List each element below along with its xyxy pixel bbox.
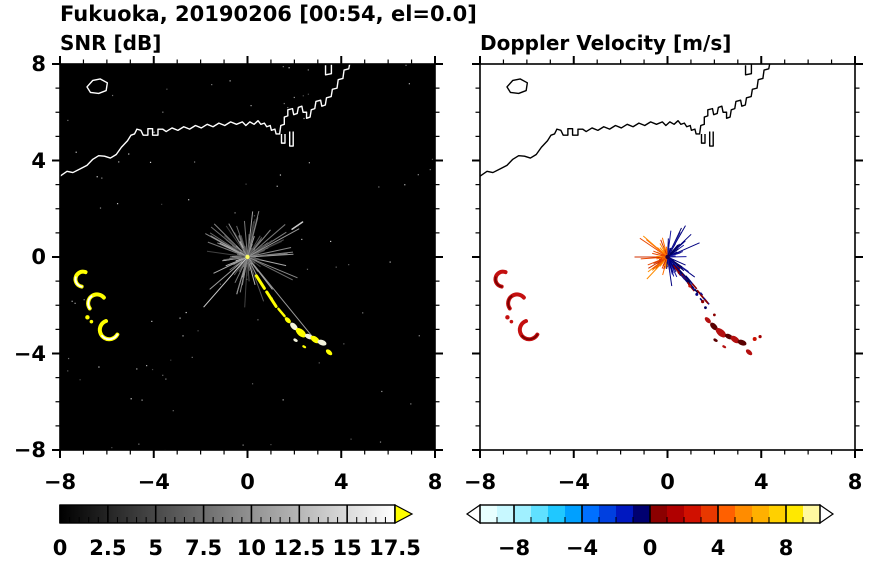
x-tick-label: 8 — [847, 470, 863, 494]
snr-plot — [48, 52, 447, 462]
doppler-colorbar — [465, 502, 855, 528]
snr-colorbar-tick-label: 5 — [148, 536, 164, 560]
doppler-panel-title: Doppler Velocity [m/s] — [480, 31, 732, 55]
figure-title: Fukuoka, 20190206 [00:54, el=0.0] — [60, 2, 477, 26]
y-tick-label: 4 — [31, 148, 46, 173]
x-tick-label: −4 — [557, 470, 590, 494]
snr-colorbar-tick-label: 15 — [332, 536, 362, 560]
doppler-plot — [468, 52, 867, 462]
doppler-colorbar-tick-label: −8 — [497, 536, 531, 560]
x-tick-label: 0 — [240, 470, 255, 494]
x-tick-label: −8 — [463, 470, 497, 494]
snr-colorbar-tick-label: 7.5 — [184, 536, 223, 560]
snr-colorbar-tick-label: 10 — [236, 536, 267, 560]
doppler-colorbar-tick-label: 8 — [778, 536, 794, 560]
x-tick-label: −8 — [43, 470, 77, 494]
y-tick-label: −8 — [13, 438, 46, 462]
snr-colorbar — [55, 502, 415, 528]
y-tick-label: −4 — [13, 341, 46, 366]
y-tick-label: 8 — [31, 52, 46, 76]
y-tick-label: 0 — [31, 245, 46, 269]
doppler-colorbar-tick-label: −4 — [565, 536, 599, 560]
x-tick-label: 4 — [333, 470, 349, 494]
snr-colorbar-tick-label: 0 — [52, 536, 68, 560]
x-tick-label: 4 — [753, 470, 769, 494]
doppler-colorbar-tick-label: 4 — [710, 536, 726, 560]
doppler-colorbar-tick-label: 0 — [642, 536, 658, 560]
snr-colorbar-tick-label: 2.5 — [89, 536, 127, 560]
snr-colorbar-tick-label: 17.5 — [369, 536, 421, 560]
snr-colorbar-tick-label: 12.5 — [273, 536, 326, 560]
snr-panel-title: SNR [dB] — [60, 31, 162, 55]
x-tick-label: −4 — [137, 470, 170, 494]
x-tick-label: 8 — [427, 470, 443, 494]
x-tick-label: 0 — [660, 470, 675, 494]
